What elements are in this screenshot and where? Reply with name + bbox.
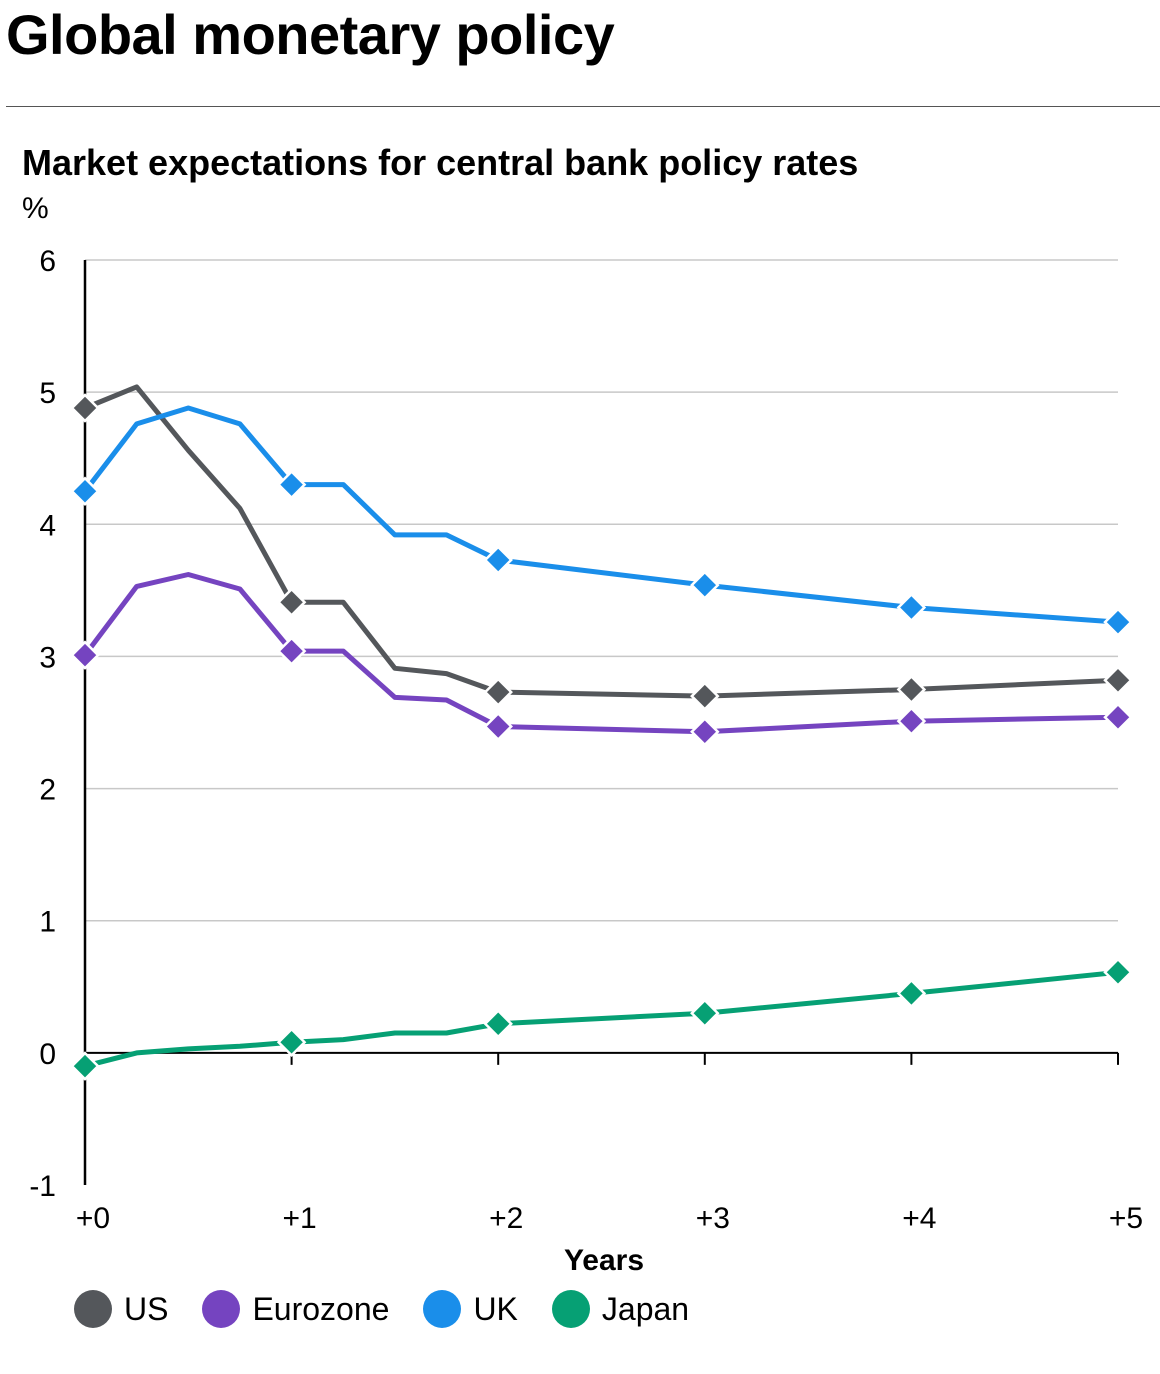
chart-title: Market expectations for central bank pol… [22, 142, 859, 183]
page-title: Global monetary policy [6, 3, 615, 66]
data-point-eurozone [690, 716, 720, 747]
data-point-japan [276, 1027, 307, 1058]
legend-swatch [202, 1290, 241, 1328]
y-axis-unit-label: % [22, 192, 49, 225]
title-divider [6, 106, 1160, 107]
x-tick-label: +4 [902, 1202, 936, 1235]
y-tick-label: 1 [39, 906, 56, 939]
data-point-eurozone [896, 706, 927, 736]
legend-item-japan: Japan [551, 1290, 690, 1328]
data-point-uk [483, 545, 513, 575]
y-tick-label: 5 [39, 377, 56, 410]
x-tick-label: +1 [282, 1202, 316, 1235]
series-line-japan [82, 969, 1121, 1069]
data-point-eurozone [276, 636, 307, 666]
data-point-us [690, 681, 720, 711]
data-point-japan [483, 1009, 513, 1039]
series-markers [70, 393, 1133, 1081]
data-point-us [483, 677, 513, 707]
data-point-uk [70, 476, 100, 507]
legend-label: US [124, 1290, 169, 1327]
y-tick-label: 3 [39, 641, 56, 674]
data-point-us [276, 587, 307, 618]
data-point-japan [690, 998, 720, 1028]
legend-swatch [74, 1290, 112, 1328]
series-line-us [82, 384, 1121, 699]
data-point-eurozone [1103, 702, 1133, 732]
data-point-japan [70, 1051, 100, 1081]
legend-swatch [423, 1290, 462, 1328]
data-point-us [896, 674, 927, 705]
series-lines [82, 384, 1121, 1069]
data-point-eurozone [70, 640, 100, 670]
line-chart: 6 5 4 3 2 1 0 -1 +0 +1 +2 +3 +4 +5 Years [29, 245, 1143, 1277]
data-point-us [1103, 665, 1133, 695]
x-tick-label: +5 [1109, 1202, 1143, 1235]
legend: US Eurozone UK Japan [74, 1290, 723, 1328]
y-tick-label: -1 [29, 1170, 56, 1203]
legend-item-eurozone: Eurozone [202, 1290, 389, 1328]
y-tick-label: 2 [39, 774, 56, 807]
y-tick-label: 6 [39, 245, 56, 278]
data-point-eurozone [483, 711, 513, 742]
data-point-uk [690, 570, 720, 600]
series-line-uk [82, 405, 1121, 625]
x-tick-label: +3 [696, 1202, 730, 1235]
x-tick-label: +2 [489, 1202, 523, 1235]
data-point-uk [896, 592, 927, 623]
legend-label: Eurozone [252, 1290, 390, 1327]
data-point-uk [1103, 607, 1133, 637]
data-point-us [70, 393, 100, 423]
series-line-eurozone [82, 572, 1121, 735]
y-tick-label: 0 [39, 1038, 56, 1071]
legend-swatch [551, 1290, 590, 1328]
x-tick-label: +0 [76, 1202, 110, 1235]
legend-label: UK [473, 1290, 518, 1327]
legend-item-us: US [74, 1290, 168, 1328]
gridlines [85, 259, 1118, 922]
data-point-uk [276, 469, 307, 500]
legend-label: Japan [601, 1290, 690, 1327]
legend-item-uk: UK [423, 1290, 518, 1328]
tick-labels: 6 5 4 3 2 1 0 -1 +0 +1 +2 +3 +4 +5 [29, 245, 1143, 1235]
data-point-japan [1103, 957, 1133, 988]
data-point-japan [896, 978, 927, 1009]
x-axis-title: Years [564, 1244, 644, 1277]
y-tick-label: 4 [39, 509, 56, 542]
